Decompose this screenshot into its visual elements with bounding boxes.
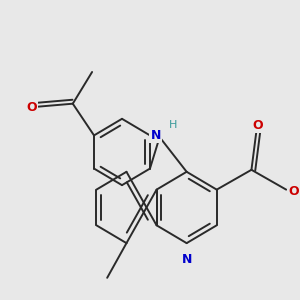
Text: H: H [169,120,177,130]
Text: O: O [252,119,262,132]
Text: O: O [26,101,37,114]
Text: N: N [182,253,192,266]
Text: O: O [289,185,299,198]
Text: N: N [151,129,161,142]
